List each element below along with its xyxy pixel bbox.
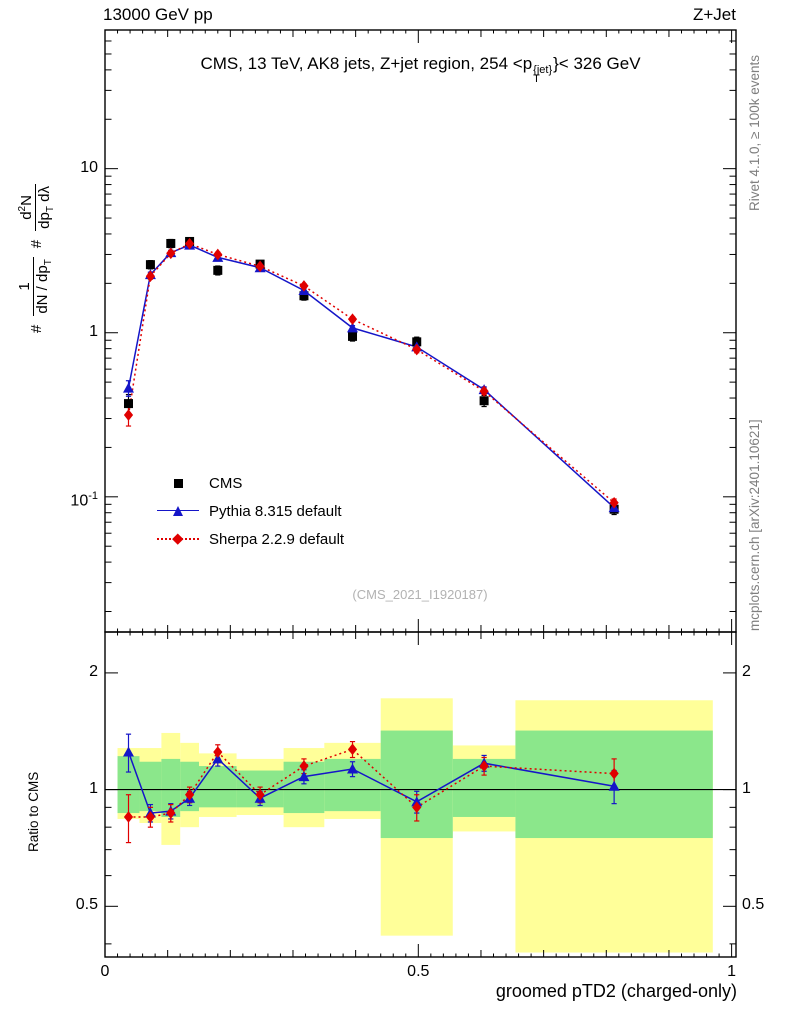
plot-title-prefix: CMS, 13 TeV, AK8 jets, Z+jet region, 254… [200,54,533,73]
y-tick-label-main: 1 [89,322,98,340]
ylabel-hash-2: # [28,239,45,249]
diamond-data-point [166,807,176,819]
pythia-marker [156,503,200,519]
square-data-point [213,265,223,275]
y-tick-label-ratio-right: 0.5 [742,896,765,914]
analysis-id-watermark: (CMS_2021_I1920187) [352,587,488,602]
uncertainty-band-inner [161,758,181,817]
header-beam-energy: 13000 GeV pp [103,5,213,24]
diamond-marker-icon [172,533,184,545]
diamond-data-point [123,811,134,823]
diamond-data-point [299,280,309,292]
diamond-data-point [145,811,156,823]
y-tick-label-ratio-left: 2 [89,662,98,680]
triangle-data-point [608,780,620,791]
diamond-data-point [123,409,134,421]
cms-marker [156,475,200,491]
uncertainty-band-inner [198,766,237,808]
diamond-data-point [609,767,619,780]
triangle-data-point [122,746,134,757]
x-tick-label: 0 [100,963,110,980]
diamond-data-point [609,496,619,509]
diamond-data-point [479,760,489,772]
square-data-point [299,291,309,301]
triangle-data-point [411,796,423,807]
square-data-point [123,399,133,409]
plot-title: CMS, 13 TeV, AK8 jets, Z+jet region, 254… [105,54,736,85]
diamond-data-point [412,343,422,356]
plot-title-sup: {jet} [533,64,553,76]
square-data-point [479,396,489,406]
sherpa-marker [156,531,200,547]
plot-title-suffix: }< 326 GeV [553,54,641,73]
diamond-data-point [347,743,358,756]
legend-item-sherpa: Sherpa 2.2.9 default [156,525,344,553]
y-tick-label-ratio-right: 1 [742,779,751,797]
y-tick-label-ratio-left: 0.5 [75,896,98,914]
uncertainty-band-inner [180,761,199,812]
triangle-data-point [298,771,310,782]
plot-title-supsub: {jet} T [533,64,553,85]
ylabel-fraction-1: 1 dN / dpT [16,257,54,316]
diamond-data-point [184,237,195,250]
square-marker-icon [173,478,183,488]
x-tick-label: 1 [727,963,737,980]
triangle-data-point [212,753,224,764]
legend-item-pythia: Pythia 8.315 default [156,497,344,525]
rivet-version-note: Rivet 4.1.0, ≥ 100k events [747,55,762,211]
legend-label-cms: CMS [209,474,243,492]
ylabel-fraction-2: d2N dpT dλ [14,184,59,231]
diamond-data-point [166,247,176,260]
legend-label-pythia: Pythia 8.315 default [209,502,342,520]
triangle-marker-icon [173,506,183,516]
legend-label-sherpa: Sherpa 2.2.9 default [209,530,345,548]
plot-title-sub: T [533,73,540,85]
triangle-data-point [122,382,134,393]
uncertainty-band-inner [117,756,140,814]
square-data-point [166,238,176,248]
diamond-data-point [255,788,265,801]
diamond-data-point [347,313,358,325]
diamond-data-point [213,746,223,758]
diamond-data-point [184,788,195,801]
diamond-data-point [213,248,223,261]
x-axis-label: groomed pTD2 (charged-only) [495,981,737,1001]
uncertainty-band-inner [139,761,162,812]
diamond-data-point [299,760,309,772]
x-tick-label: 0.5 [407,963,430,980]
diamond-data-point [145,270,156,283]
square-data-point [145,260,155,270]
diamond-data-point [255,260,265,273]
triangle-data-point [347,763,359,774]
legend: CMS Pythia 8.315 default Sherpa 2.2.9 de… [156,469,344,553]
y-tick-label-main: 10-1 [70,489,98,510]
y-tick-label-main: 10 [80,158,98,176]
triangle-data-point [347,322,359,333]
diamond-data-point [412,801,422,814]
series-line [127,242,615,504]
y-tick-label-ratio-left: 1 [89,779,98,797]
header-process: Z+Jet [693,5,736,24]
mcplots-arxiv-note: mcplots.cern.ch [arXiv:2401.10621] [747,419,762,631]
legend-item-cms: CMS [156,469,344,497]
square-data-point [348,331,358,341]
y-tick-label-ratio-right: 2 [742,662,751,680]
y-axis-label-main: # 1 dN / dpT # d2N dpT dλ [14,179,59,333]
diamond-data-point [479,385,489,398]
